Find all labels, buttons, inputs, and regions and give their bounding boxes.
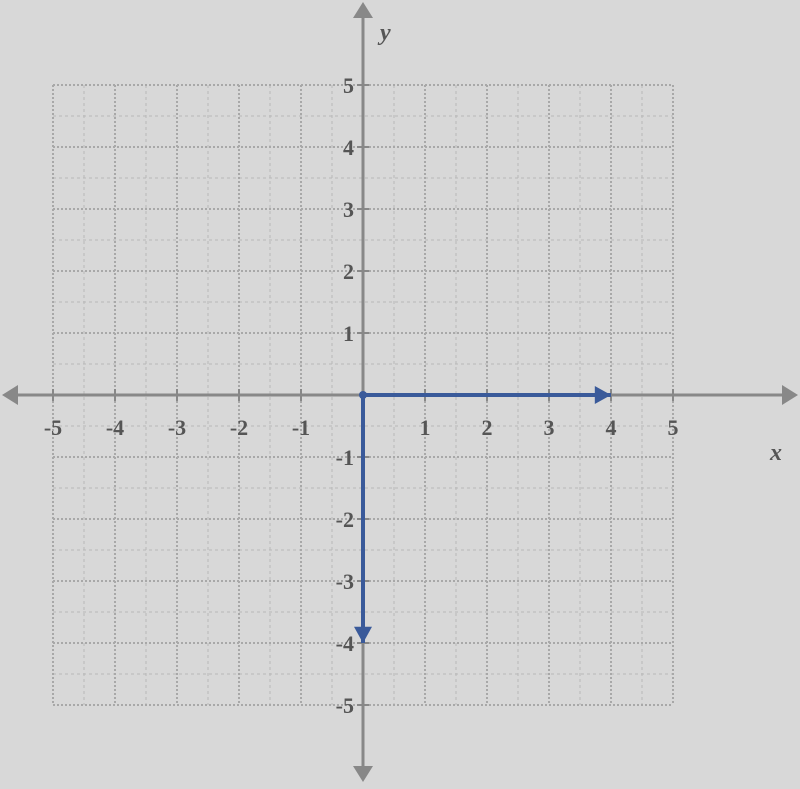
y-tick-label: 3 [318, 197, 354, 223]
x-tick-label: -2 [224, 415, 254, 441]
graph-svg [0, 0, 800, 784]
x-tick-label: 3 [534, 415, 564, 441]
y-tick-label: -1 [318, 445, 354, 471]
y-tick-label: -5 [318, 693, 354, 719]
y-tick-label: -3 [318, 569, 354, 595]
x-tick-label: -5 [38, 415, 68, 441]
x-tick-label: 4 [596, 415, 626, 441]
x-tick-label: 2 [472, 415, 502, 441]
x-axis-label: x [770, 440, 782, 467]
y-tick-label: 1 [318, 321, 354, 347]
x-tick-label: -4 [100, 415, 130, 441]
y-axis-label: y [380, 20, 391, 47]
x-tick-label: -3 [162, 415, 192, 441]
x-tick-label: -1 [286, 415, 316, 441]
y-tick-label: 4 [318, 135, 354, 161]
coordinate-plane: -5-4-3-2-112345-5-4-3-2-112345yx [0, 0, 800, 784]
x-tick-label: 1 [410, 415, 440, 441]
y-tick-label: -4 [318, 631, 354, 657]
y-tick-label: 5 [318, 73, 354, 99]
x-tick-label: 5 [658, 415, 688, 441]
y-tick-label: -2 [318, 507, 354, 533]
y-tick-label: 2 [318, 259, 354, 285]
